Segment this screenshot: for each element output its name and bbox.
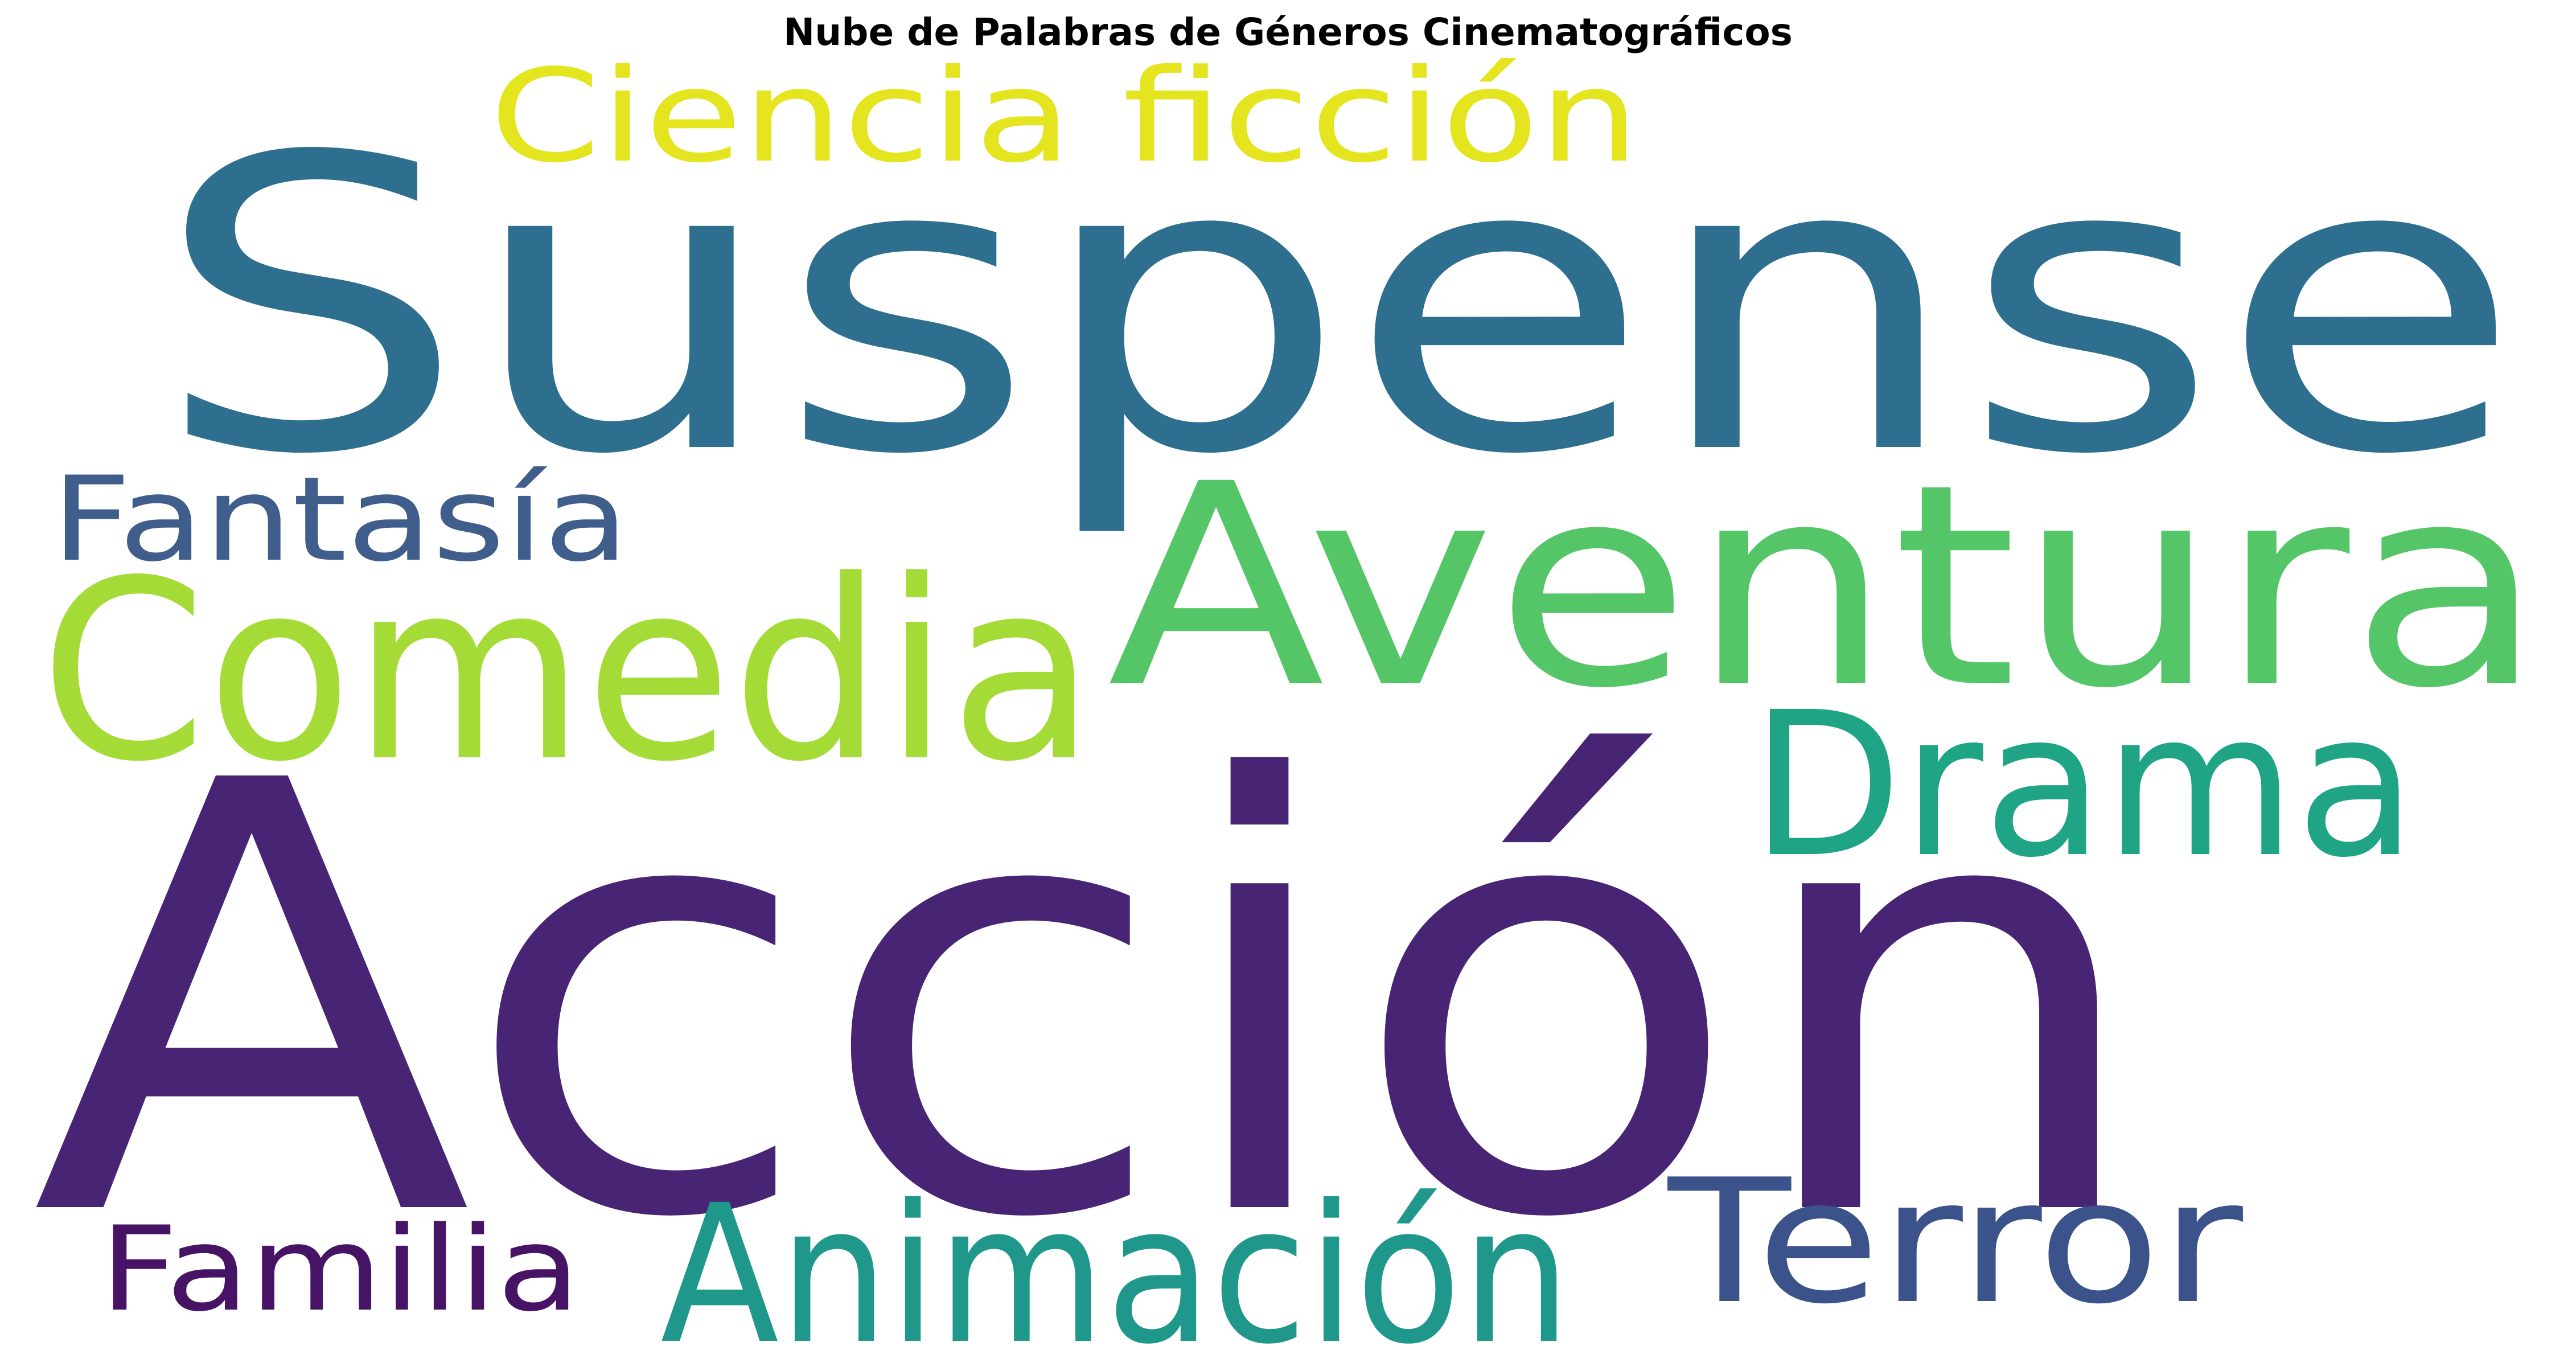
word-2: Ciencia ficción [490,42,1640,191]
word-10: Terror [1665,1143,2245,1341]
word-6: Drama [1751,669,2417,901]
chart-title: Nube de Palabras de Géneros Cinematográf… [783,10,1793,54]
word-7: Acción [31,658,2152,1347]
word-1: Suspense [154,72,2522,543]
word-8: Familia [100,1202,581,1337]
word-3: Fantasía [51,452,629,588]
word-9: Animación [660,1164,1571,1350]
word-4: Aventura [1107,424,2545,749]
word-5: Comedia [40,527,1096,816]
